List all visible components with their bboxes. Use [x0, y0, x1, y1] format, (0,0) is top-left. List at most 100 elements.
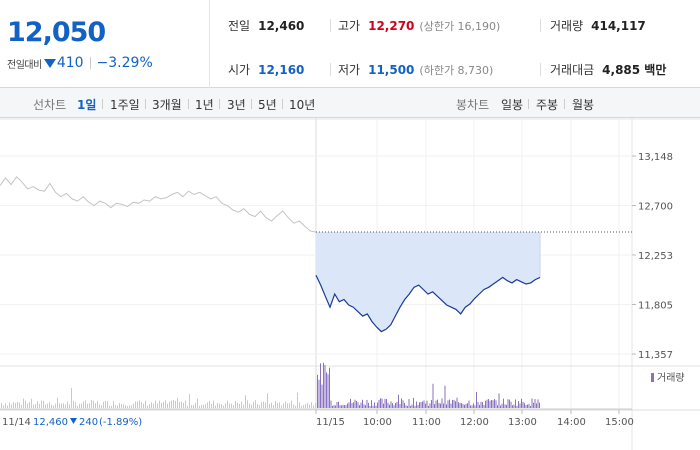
volume-bar — [362, 399, 363, 408]
volume-bar — [473, 403, 474, 408]
divider — [102, 99, 103, 109]
volume-bar — [153, 403, 154, 408]
volume-bar — [483, 405, 485, 408]
volume-bar — [137, 401, 138, 408]
volume-bar — [23, 398, 24, 408]
today-fill-area — [316, 232, 540, 332]
volume-bar — [171, 400, 172, 408]
volume-bar — [89, 403, 90, 408]
prev-day-date-label: 11/14 — [2, 417, 31, 428]
volume-bar — [191, 405, 192, 408]
volume-bar — [438, 402, 440, 408]
volume-bar — [431, 399, 432, 408]
volume-bar — [482, 402, 483, 408]
volume-bar — [133, 403, 134, 408]
change-label: 전일대비 — [7, 59, 42, 71]
volume-bar — [3, 405, 4, 408]
volume-bar — [269, 403, 270, 408]
volume-bar — [531, 398, 533, 408]
price-box: 12,050 전일대비 410 −3.29% — [0, 0, 210, 88]
tab-1day[interactable]: 1일 — [77, 98, 97, 112]
volume-bar — [1, 403, 2, 408]
volume-bar — [297, 392, 298, 408]
volume-bar — [380, 398, 381, 408]
volume-bar — [405, 405, 407, 408]
volume-bar — [428, 405, 429, 408]
volume-bar — [143, 403, 144, 408]
volume-bar — [233, 405, 234, 408]
volume-bar — [414, 405, 416, 408]
volume-bar — [350, 398, 351, 408]
volume-bar — [101, 405, 102, 408]
volume-bar — [321, 384, 323, 408]
volume-bar — [85, 400, 86, 408]
volume-bar — [27, 403, 28, 408]
volume-bar — [501, 403, 503, 408]
volume-bar — [311, 402, 312, 408]
divider — [330, 19, 331, 32]
volume-bar — [29, 401, 30, 408]
volume-bar — [423, 400, 425, 408]
volume-bar — [443, 403, 444, 408]
volume-bar — [119, 403, 120, 408]
stat-amount: 거래대금 4,885 백만 — [550, 61, 666, 78]
volume-bar — [35, 404, 36, 408]
volume-bar — [67, 401, 68, 408]
stat-value: 11,500 — [368, 63, 415, 77]
tab-5year[interactable]: 5년 — [258, 98, 277, 112]
volume-bar — [99, 404, 100, 408]
volume-bar — [239, 403, 240, 408]
volume-bar — [55, 403, 56, 408]
x-axis: 11/14 12,460 240 (-1.89%) 11/15 10:00 11:00 12:… — [0, 409, 700, 428]
current-price: 12,050 — [7, 17, 106, 48]
volume-bar — [539, 402, 540, 408]
tab-daily-candle[interactable]: 일봉 — [501, 98, 524, 112]
stat-high: 고가 12,270 (상한가 16,190) — [338, 17, 500, 34]
divider — [145, 99, 146, 109]
tab-1week[interactable]: 1주일 — [110, 98, 140, 112]
volume-bar — [195, 402, 196, 408]
volume-bar — [486, 399, 488, 408]
x-tick-label: 10:00 — [363, 417, 392, 428]
tab-weekly-candle[interactable]: 주봉 — [536, 98, 559, 112]
volume-bar — [524, 403, 525, 408]
divider — [330, 63, 331, 76]
tab-monthly-candle[interactable]: 월봉 — [572, 98, 595, 112]
volume-bar — [521, 398, 522, 408]
volume-bar — [504, 404, 506, 408]
volume-bar — [177, 397, 178, 408]
volume-bar — [185, 400, 186, 408]
volume-bar — [167, 403, 168, 408]
volume-bar — [333, 405, 335, 408]
volume-bar — [263, 401, 264, 408]
volume-bar — [410, 405, 411, 408]
volume-bar — [283, 403, 284, 408]
volume-bar — [17, 401, 18, 408]
tab-3year[interactable]: 3년 — [227, 98, 246, 112]
volume-bar — [223, 405, 224, 408]
stat-value: 12,270 — [368, 19, 415, 33]
volume-bar — [450, 403, 452, 408]
tab-1year[interactable]: 1년 — [195, 98, 214, 112]
tab-10year[interactable]: 10년 — [289, 98, 316, 112]
volume-bar — [407, 405, 408, 408]
volume-bar — [179, 402, 180, 408]
volume-bar — [81, 403, 82, 408]
candle-chart-label: 봉차트 — [456, 98, 490, 112]
volume-bar — [149, 404, 150, 408]
volume-bar — [432, 383, 434, 408]
volume-bar — [390, 401, 392, 408]
volume-bar — [320, 363, 321, 408]
volume-bar — [251, 404, 252, 408]
volume-bar — [387, 402, 389, 408]
volume-bar — [159, 400, 160, 408]
volume-bar — [525, 405, 527, 408]
volume-bar — [527, 404, 528, 408]
volume-bar — [163, 401, 164, 408]
volume-bar — [471, 405, 473, 408]
tab-3month[interactable]: 3개월 — [152, 98, 182, 112]
volume-bar — [299, 402, 300, 408]
volume-bar — [245, 395, 246, 408]
divider — [540, 63, 541, 76]
volume-bar — [291, 400, 292, 408]
